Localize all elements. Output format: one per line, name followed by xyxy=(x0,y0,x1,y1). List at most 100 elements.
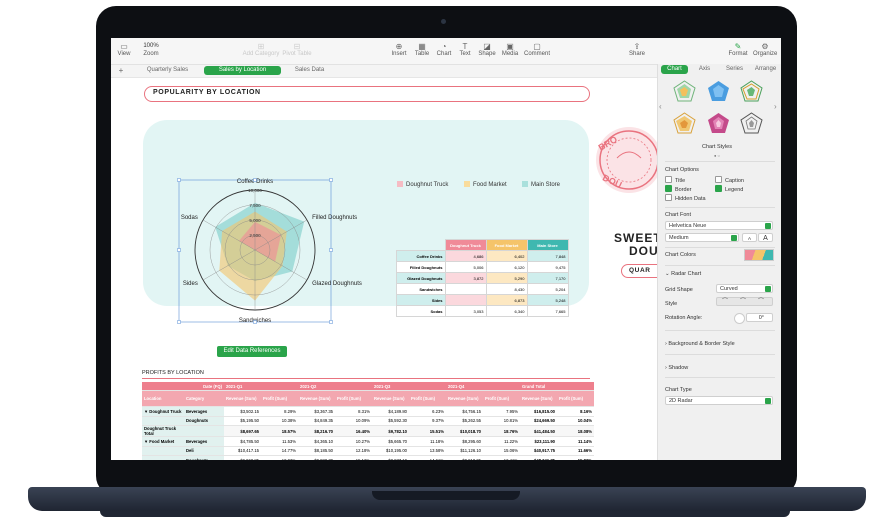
chevron-down-icon xyxy=(765,286,771,292)
chart-style-6[interactable] xyxy=(738,110,765,137)
style-option-icon[interactable]: ⌒ xyxy=(740,299,747,305)
data-table-row: Glazed Doughnuts 3,872 5,290 7,170 xyxy=(396,272,569,284)
caption-checkbox[interactable]: Caption xyxy=(715,176,744,184)
insert-button[interactable]: ⊕ Insert xyxy=(391,42,407,57)
style-label: Style xyxy=(665,301,678,307)
section-title-pill: POPULARITY BY LOCATION xyxy=(144,86,590,102)
table-row: Doughnuts $5,195.50 10.38% $4,849.35 10.09% $… xyxy=(142,416,594,427)
rotation-angle-field[interactable]: 0° xyxy=(746,313,773,322)
chart-type-heading: Chart Type xyxy=(665,387,692,393)
shadow-disclosure[interactable]: › Shadow xyxy=(665,365,689,371)
font-family-select[interactable]: Helvetica Neue xyxy=(665,221,773,230)
legend-checkbox[interactable]: Legend xyxy=(715,185,743,193)
tab-chart[interactable]: Chart xyxy=(661,65,688,74)
rotation-dial[interactable] xyxy=(734,313,745,324)
tab-sales-by-location[interactable]: Sales by Location xyxy=(204,66,281,75)
shape-button[interactable]: ◪ Shape xyxy=(478,42,496,57)
promo-headline-1: SWEET xyxy=(614,231,657,245)
data-table-row: Sides 6,873 5,248 xyxy=(396,294,569,306)
laptop-foot xyxy=(100,511,790,517)
selection-handle xyxy=(253,320,257,324)
tab-quarterly-sales[interactable]: Quarterly Sales xyxy=(146,67,189,73)
chart-colors-swatch[interactable] xyxy=(744,249,774,261)
checkbox-icon xyxy=(665,176,672,183)
category-label: Coffee Drinks xyxy=(237,179,273,185)
table-row: Deli $10,417.15 14.77% $8,185.50 12.18% $10,1… xyxy=(142,446,594,456)
chart-style-2[interactable] xyxy=(705,78,732,105)
radar-chart-heading[interactable]: ⌄ Radar Chart xyxy=(665,271,702,277)
chart-style-1[interactable] xyxy=(671,78,698,105)
media-button[interactable]: ▣ Media xyxy=(501,42,519,57)
style-option-icon[interactable]: ⌒ xyxy=(758,299,765,305)
page-dots[interactable]: ● ○ xyxy=(714,153,720,158)
share-button[interactable]: ⇪ Share xyxy=(628,42,645,57)
sheet-tabs: + Quarterly Sales Sales by Location Sale… xyxy=(111,65,657,78)
profits-divider xyxy=(142,378,590,379)
selection-handle xyxy=(329,178,333,182)
tab-sales-data[interactable]: Sales Data xyxy=(294,67,325,73)
format-button[interactable]: ✎ Format xyxy=(728,42,748,57)
increase-font-button[interactable]: A xyxy=(758,233,773,242)
chart-style-4[interactable] xyxy=(671,110,698,137)
chart-icon: ◔ xyxy=(441,42,447,51)
edit-data-references-button[interactable]: Edit Data References xyxy=(217,346,287,357)
chevron-right-icon: › xyxy=(665,365,669,371)
table-button[interactable]: ▦ Table xyxy=(414,42,430,57)
decrease-font-button[interactable]: A xyxy=(742,233,757,242)
series-area-doughnut-truck xyxy=(239,221,281,262)
data-table-row: Sandwiches 8,430 5,204 xyxy=(396,283,569,295)
organize-button[interactable]: ⚙ Organize xyxy=(753,42,778,57)
text-button[interactable]: T Text xyxy=(457,42,473,57)
radar-chart[interactable]: 2,500 5,000 7,500 10,000 Coffee Drinks Filled… xyxy=(141,163,401,343)
style-segmented-control[interactable]: ⌒ ⌒ ⌒ xyxy=(716,297,773,306)
selection-handle xyxy=(177,320,181,324)
header-main-store[interactable]: Main Store xyxy=(526,239,569,251)
legend-doughnut-truck: Doughnut Truck xyxy=(397,181,448,188)
tick-label: 5,000 xyxy=(249,218,261,223)
chart-styles-label: Chart Styles xyxy=(702,144,732,150)
chart-button[interactable]: ◔ Chart xyxy=(436,42,452,57)
chart-colors-label: Chart Colors xyxy=(665,252,696,258)
zoom-button[interactable]: 100% Zoom xyxy=(138,42,164,57)
badge-logo: BRO DOU xyxy=(596,127,657,193)
chart-style-3[interactable] xyxy=(738,78,765,105)
add-sheet-button[interactable]: + xyxy=(118,66,124,75)
view-button[interactable]: ▭ View xyxy=(117,42,131,57)
chevron-down-icon xyxy=(765,398,771,404)
header-food-market[interactable]: Food Market xyxy=(485,239,528,251)
pivot-table-button[interactable]: ⊟ Pivot Table xyxy=(282,42,312,57)
legend-swatch xyxy=(464,181,470,187)
chevron-left-icon[interactable]: ‹ xyxy=(659,102,662,111)
tab-arrange[interactable]: Arrange xyxy=(754,66,777,72)
tab-axis[interactable]: Axis xyxy=(698,66,711,72)
comment-button[interactable]: ▢ Comment xyxy=(523,42,550,57)
camera-icon xyxy=(441,19,446,24)
tick-label: 7,500 xyxy=(249,203,261,208)
font-weight-select[interactable]: Medium xyxy=(665,233,739,242)
selection-handle xyxy=(329,248,333,252)
add-category-button[interactable]: ⊞ Add Category xyxy=(242,42,280,57)
selection-handle xyxy=(177,248,181,252)
data-table-header: Doughnut Truck Food Market Main Store xyxy=(397,239,569,251)
checkbox-icon xyxy=(715,176,722,183)
tab-series[interactable]: Series xyxy=(725,66,743,72)
chart-type-select[interactable]: 2D Radar xyxy=(665,396,773,405)
table-row: Doughnuts$6,960.8510.03%$9,880.7015.12%$… xyxy=(142,455,594,460)
header-doughnut-truck[interactable]: Doughnut Truck xyxy=(444,239,487,251)
background-border-disclosure[interactable]: › Background & Border Style xyxy=(665,341,735,347)
border-checkbox[interactable]: Border xyxy=(665,185,692,193)
grid-shape-select[interactable]: Curved xyxy=(716,284,773,293)
checkbox-checked-icon xyxy=(665,185,672,192)
insert-icon: ⊕ xyxy=(395,42,403,51)
data-table-row: Filled Doughnuts 5,006 6,120 9,475 xyxy=(396,261,569,273)
title-checkbox[interactable]: Title xyxy=(665,176,685,184)
table-row: ▼ Food Market Beverages $4,785.50 11.53% $4,… xyxy=(142,436,594,447)
chart-data-table: Doughnut Truck Food Market Main Store Co… xyxy=(396,239,569,317)
style-option-icon[interactable]: ⌒ xyxy=(722,299,729,305)
grid-spoke xyxy=(254,249,308,281)
hidden-data-checkbox[interactable]: Hidden Data xyxy=(665,194,706,202)
chart-style-5[interactable] xyxy=(705,110,732,137)
selection-handle xyxy=(253,178,257,182)
checkbox-checked-icon xyxy=(715,185,722,192)
chevron-right-icon[interactable]: › xyxy=(774,102,777,111)
